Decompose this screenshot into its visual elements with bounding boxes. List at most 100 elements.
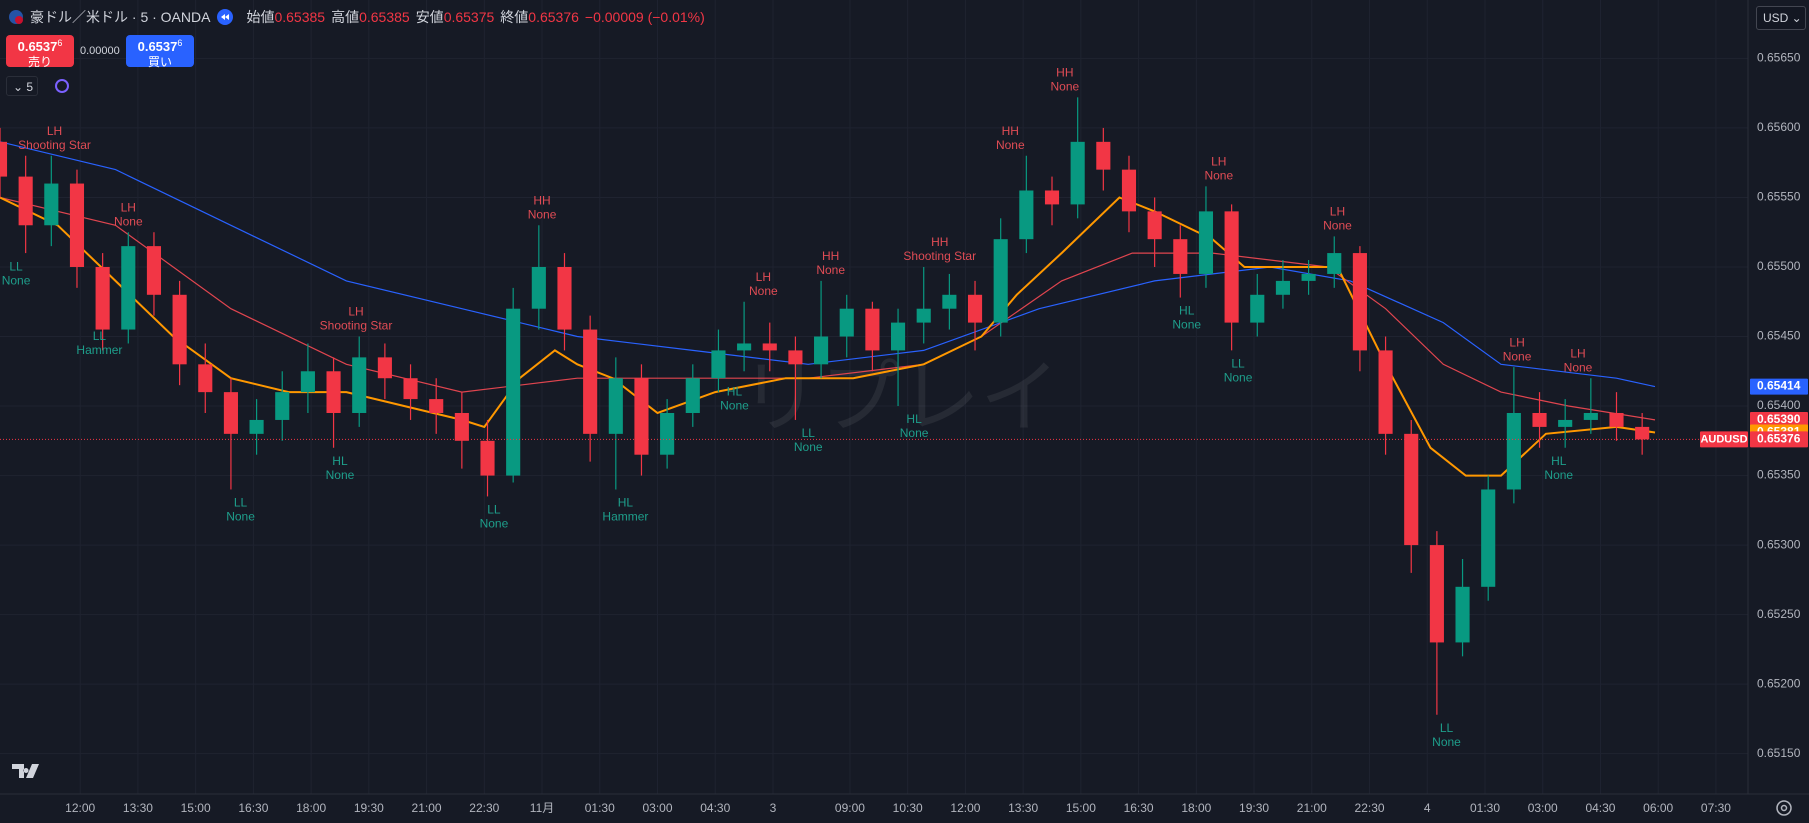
pivot-label: LH: [121, 200, 136, 214]
ohlc-values: 始値0.65385 高値0.65385 安値0.65375 終値0.65376: [240, 7, 578, 27]
candle-body: [557, 266, 572, 330]
candle-body: [249, 419, 264, 434]
x-tick-label: 01:30: [1470, 801, 1500, 815]
y-tick-label: 0.65500: [1757, 259, 1801, 273]
pivot-label: LH: [1330, 205, 1345, 219]
sell-price[interactable]: 0.6537: [17, 39, 58, 54]
candle-body: [275, 392, 290, 420]
x-tick-label: 04:30: [1585, 801, 1615, 815]
pivot-label: HH: [822, 249, 839, 263]
pivot-label: LH: [348, 305, 363, 319]
pivot-label: None: [816, 263, 845, 277]
x-tick-label: 22:30: [1355, 801, 1385, 815]
candle-body: [146, 246, 162, 295]
replay-arrows[interactable]: [221, 14, 230, 20]
candle-body: [1275, 280, 1290, 295]
settings-gear-center[interactable]: [1780, 804, 1788, 812]
settings-gear[interactable]: [1776, 800, 1792, 816]
x-tick-label: 18:00: [1181, 801, 1211, 815]
candle-body: [608, 378, 623, 434]
candle-body: [1429, 545, 1444, 643]
candle-body: [172, 294, 187, 365]
candle-body: [839, 308, 854, 337]
candle-body: [1455, 586, 1470, 643]
interval-value[interactable]: 5: [26, 80, 34, 94]
pivot-label: None: [2, 273, 31, 287]
currency-selector[interactable]: USD ⌄: [1756, 6, 1806, 30]
pivot-label: Shooting Star: [18, 138, 91, 152]
pivot-label: HH: [1056, 66, 1073, 80]
candle-body: [18, 176, 33, 226]
sync-icon[interactable]: [54, 78, 70, 94]
candle-body: [1250, 294, 1265, 323]
pivot-label: None: [1432, 735, 1461, 749]
x-tick-label: 4: [1424, 801, 1431, 815]
candle-body: [300, 371, 315, 393]
candle-body: [814, 336, 829, 365]
candle-body: [531, 266, 546, 309]
ohlc-value: 0.65375: [443, 9, 495, 25]
ohlc-value: 0.65385: [359, 9, 410, 25]
candle-body: [1506, 412, 1521, 490]
buy-label[interactable]: 買い: [147, 55, 172, 69]
pivot-label: LL: [1231, 357, 1245, 371]
candle-body: [352, 357, 367, 413]
pivot-label: HL: [906, 412, 922, 426]
x-tick-label: 21:00: [412, 801, 442, 815]
settings-icon[interactable]: [1776, 800, 1792, 816]
pivot-label: Shooting Star: [903, 249, 976, 263]
candle-body: [403, 378, 418, 400]
y-tick-label: 0.65300: [1757, 537, 1801, 551]
pivot-label: LH: [756, 270, 771, 284]
pivot-label: Shooting Star: [320, 319, 393, 333]
buy-button[interactable]: 0.65376 買い: [126, 35, 194, 69]
pivot-label: None: [528, 207, 557, 221]
candle-body: [1070, 141, 1085, 205]
buy-price[interactable]: 0.6537: [137, 39, 178, 54]
ohlc-label: 安値: [415, 9, 444, 25]
candle-body: [429, 399, 444, 413]
candle-body: [993, 239, 1008, 323]
candle-body: [660, 412, 675, 455]
symbol-tag-label: AUDUSD: [1700, 433, 1747, 445]
sync-circle[interactable]: [55, 79, 69, 93]
pivot-label: None: [1503, 349, 1532, 363]
candle-body: [95, 266, 110, 330]
pivot-label: HH: [533, 193, 550, 207]
ohlc-label: 終値: [500, 9, 529, 25]
candle-body: [506, 308, 521, 476]
pivot-label: HL: [332, 454, 348, 468]
x-tick-label: 13:30: [123, 801, 153, 815]
pivot-label: HL: [618, 496, 634, 510]
interval-selector[interactable]: ⌄ 5: [6, 76, 38, 96]
x-tick-label: 12:00: [65, 801, 95, 815]
tv-logo-shape: [12, 764, 39, 778]
candle-body: [1044, 190, 1060, 205]
candle-body: [634, 378, 649, 455]
pivot-label: HL: [727, 384, 743, 398]
pivot-label: None: [1050, 80, 1079, 94]
price-tag-label: 0.65376: [1757, 432, 1801, 446]
ohlc-label: 始値: [246, 9, 275, 25]
candle-body: [377, 357, 392, 379]
candle-body: [583, 329, 598, 434]
sell-label[interactable]: 売り: [27, 55, 52, 69]
sell-pip[interactable]: 6: [57, 38, 63, 48]
candle-body: [737, 343, 752, 351]
buy-pip[interactable]: 6: [177, 38, 183, 48]
pivot-label: LH: [47, 124, 62, 138]
candle-body: [967, 294, 983, 323]
y-tick-label: 0.65450: [1757, 329, 1801, 343]
y-tick-label: 0.65400: [1757, 398, 1801, 412]
moving-average: [0, 141, 1656, 388]
symbol-name[interactable]: 豪ドル／米ドル · 5 · OANDA: [30, 9, 211, 25]
y-tick-label: 0.65350: [1757, 468, 1801, 482]
pivot-label: LL: [9, 259, 23, 273]
sell-button[interactable]: 0.65376 売り: [6, 35, 74, 69]
currency-value[interactable]: USD: [1763, 11, 1789, 25]
candle-body: [1147, 211, 1162, 240]
x-tick-label: 11月: [530, 801, 554, 815]
candle-body: [1352, 253, 1367, 351]
pivot-label: LH: [1509, 335, 1524, 349]
replay-button[interactable]: [216, 8, 234, 26]
